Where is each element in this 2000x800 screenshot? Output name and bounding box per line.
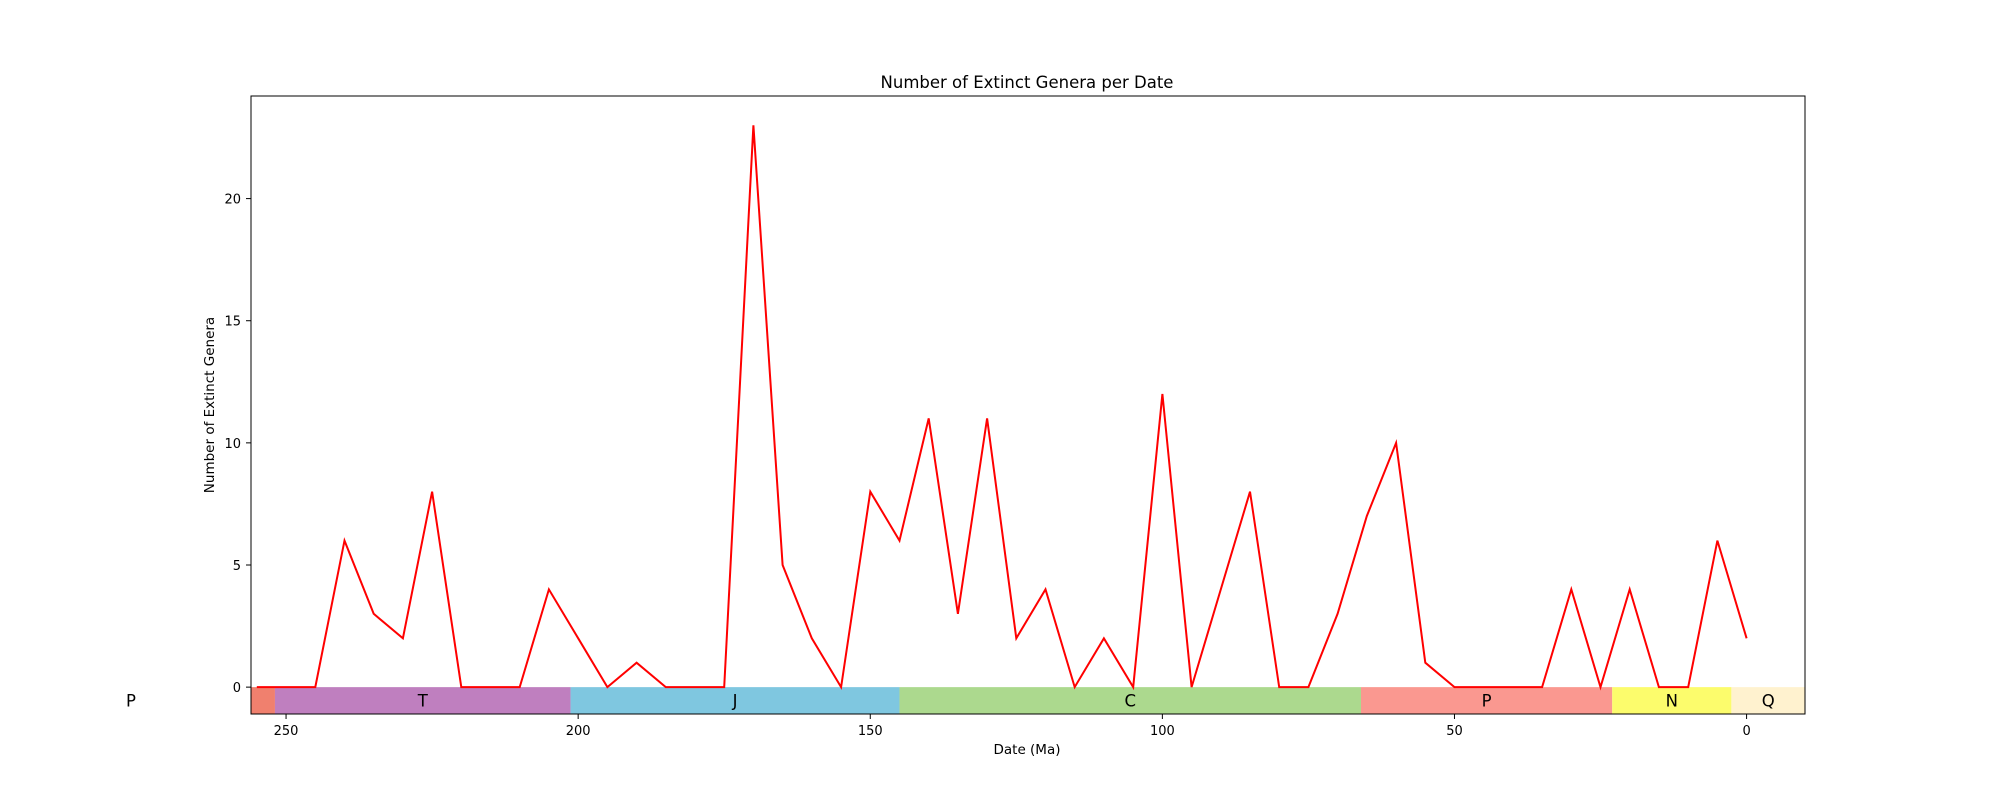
period-band-1 xyxy=(274,687,571,714)
y-tick-label-5: 5 xyxy=(233,559,241,574)
y-tick-label-15: 15 xyxy=(224,315,241,330)
period-label-5: N xyxy=(1666,692,1678,711)
period-label-2: J xyxy=(732,692,738,711)
x-tick-label-200: 200 xyxy=(566,724,591,739)
period-band-0 xyxy=(251,687,275,714)
period-band-4 xyxy=(1361,687,1613,714)
series-line-0 xyxy=(256,125,1748,691)
period-label-0: P xyxy=(126,692,136,711)
chart-title: Number of Extinct Genera per Date xyxy=(881,73,1174,92)
x-tick-label-0: 0 xyxy=(1742,724,1750,739)
data-series xyxy=(256,125,1748,691)
x-axis-label: Date (Ma) xyxy=(993,742,1060,758)
y-tick-label-20: 20 xyxy=(224,193,241,208)
y-tick-label-10: 10 xyxy=(224,437,241,452)
period-band-3 xyxy=(899,687,1361,714)
period-band-5 xyxy=(1612,687,1732,714)
y-axis-label: Number of Extinct Genera xyxy=(202,317,218,493)
plot-frame xyxy=(250,95,1806,715)
period-band-2 xyxy=(570,687,900,714)
y-tick-label-0: 0 xyxy=(233,681,241,696)
x-tick-label-100: 100 xyxy=(1150,724,1175,739)
period-label-4: P xyxy=(1482,692,1492,711)
x-tick-label-50: 50 xyxy=(1446,724,1463,739)
x-tick-label-150: 150 xyxy=(858,724,883,739)
y-axis-ticks: 0 5 10 15 20 xyxy=(224,193,251,696)
period-label-1: T xyxy=(417,692,429,711)
x-tick-label-250: 250 xyxy=(274,724,299,739)
x-axis-ticks: 250 200 150 100 50 0 xyxy=(274,714,1751,739)
period-label-3: C xyxy=(1124,692,1136,711)
period-band-6 xyxy=(1731,687,1805,714)
period-label-6: Q xyxy=(1762,692,1775,711)
